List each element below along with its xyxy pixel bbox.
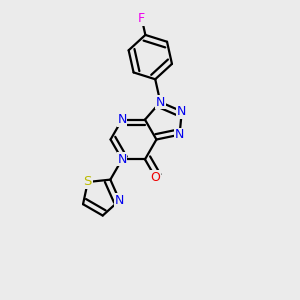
Text: N: N [175,128,184,141]
Text: F: F [138,12,145,25]
Text: S: S [84,176,92,188]
Text: O: O [150,171,160,184]
Text: N: N [117,153,127,166]
Text: N: N [115,194,124,207]
Text: N: N [156,96,165,109]
Text: N: N [177,105,187,118]
Text: N: N [117,113,127,126]
